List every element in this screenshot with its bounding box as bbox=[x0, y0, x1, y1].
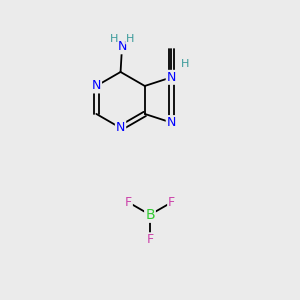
Text: H: H bbox=[126, 34, 134, 44]
Text: N: N bbox=[117, 40, 127, 53]
Text: B: B bbox=[145, 208, 155, 222]
Text: F: F bbox=[168, 196, 175, 209]
Text: F: F bbox=[125, 196, 132, 209]
Text: H: H bbox=[110, 34, 118, 44]
Text: N: N bbox=[92, 80, 101, 92]
Text: N: N bbox=[167, 71, 176, 84]
Text: H: H bbox=[180, 59, 189, 69]
Text: N: N bbox=[167, 116, 176, 129]
Text: N: N bbox=[116, 122, 125, 134]
Text: F: F bbox=[146, 233, 154, 246]
